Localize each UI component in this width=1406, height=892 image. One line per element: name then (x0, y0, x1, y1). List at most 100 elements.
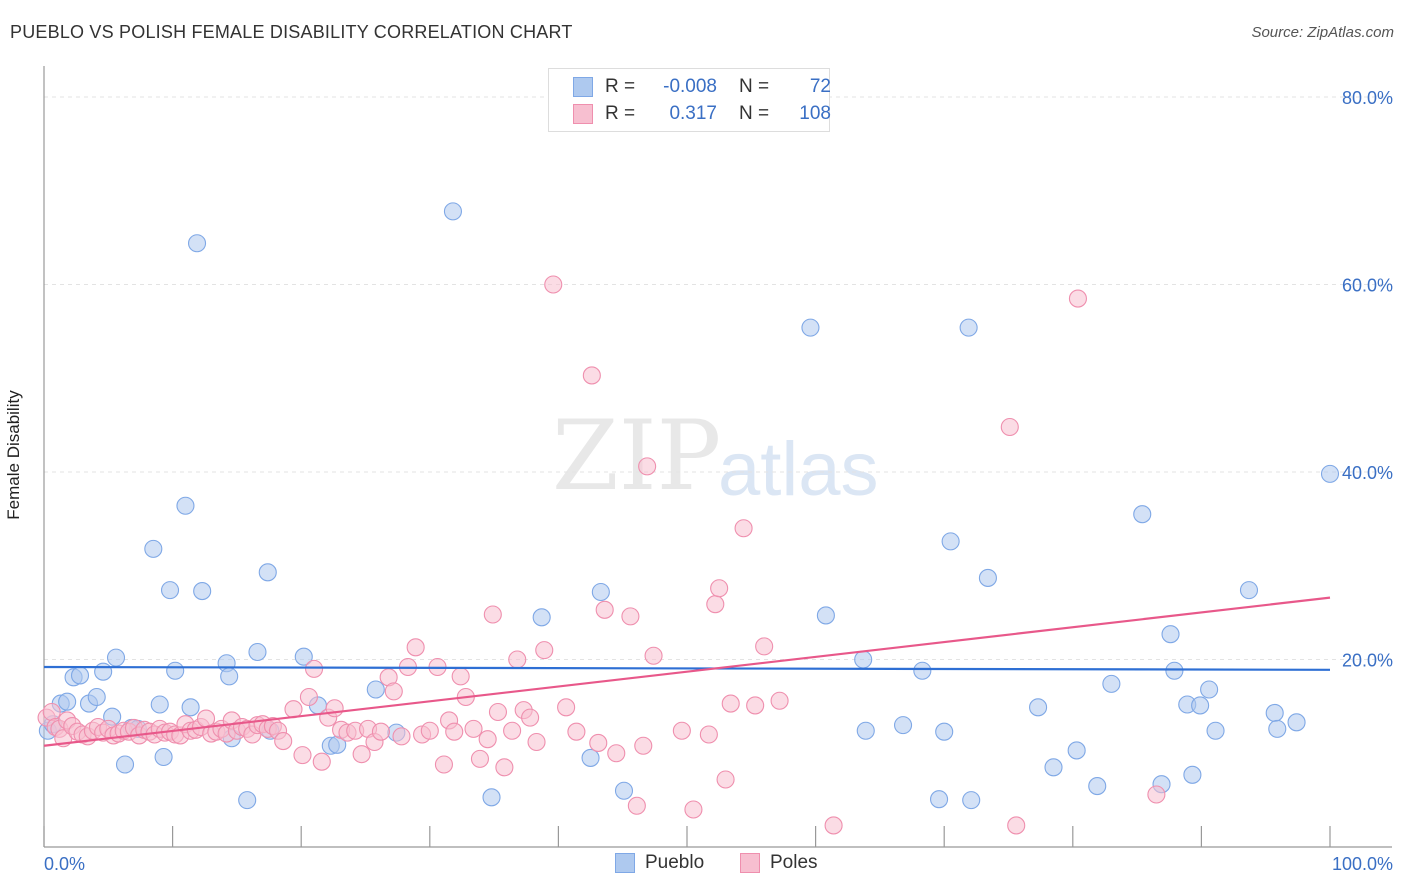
poles-point (644, 646, 663, 665)
y-tick-label: 20.0% (1342, 651, 1393, 671)
source-label: Source: ZipAtlas.com (1251, 24, 1394, 41)
pueblo-point (150, 695, 169, 714)
pueblo-point (193, 582, 212, 601)
poles-point (755, 637, 774, 656)
poles-point (567, 722, 586, 741)
pueblo-point (87, 687, 106, 707)
pueblo-point (294, 647, 313, 666)
pueblo-point (160, 581, 180, 600)
stats-row-poles: R = 0.317 N = 108 (573, 103, 831, 125)
poles-point (672, 721, 691, 740)
poles-point (325, 699, 344, 718)
pueblo-point (591, 582, 610, 602)
pueblo-point (1191, 696, 1210, 715)
poles-point (589, 733, 608, 752)
poles-point (734, 519, 753, 538)
pueblo-point (220, 667, 239, 686)
poles-point (1147, 785, 1166, 804)
poles-point (824, 816, 843, 835)
legend-label: Poles (770, 852, 818, 873)
poles-point (371, 722, 390, 741)
poles-point (770, 691, 789, 710)
pueblo-point (1161, 625, 1180, 644)
pueblo-point (187, 234, 207, 253)
poles-point (535, 641, 554, 660)
poles-point (451, 667, 470, 686)
pueblo-swatch (615, 853, 635, 873)
poles-point (445, 722, 464, 741)
pueblo-point (1088, 777, 1107, 796)
pueblo-point (1044, 758, 1063, 777)
r-label: R = (605, 76, 636, 97)
poles-point (495, 758, 514, 777)
stats-legend: R = -0.008 N = 72 R = 0.317 N = 108 (548, 68, 831, 132)
stats-row-pueblo: R = -0.008 N = 72 (573, 76, 831, 98)
y-axis-label: Female Disability (4, 390, 23, 520)
r-value: 0.317 (669, 103, 717, 124)
pueblo-point (1102, 674, 1121, 693)
pueblo-point (1200, 680, 1219, 699)
poles-point (464, 719, 483, 738)
poles-point (521, 708, 540, 727)
pueblo-point (366, 680, 385, 699)
legend-item-poles[interactable]: Poles (740, 852, 818, 874)
pueblo-point (1067, 741, 1086, 760)
n-value: 108 (799, 103, 831, 124)
poles-point (1068, 289, 1087, 308)
pueblo-point (854, 650, 873, 669)
pueblo-point (166, 661, 185, 680)
poles-point (544, 275, 563, 294)
x-tick-label: 0.0% (44, 854, 85, 874)
pueblo-point (258, 563, 277, 582)
pueblo-point (1183, 765, 1202, 784)
pueblo-point (1239, 581, 1259, 600)
poles-point (699, 725, 718, 744)
pueblo-point (816, 606, 835, 625)
tick-labels: 20.0% 40.0% 60.0% 80.0% 0.0% 100.0% (44, 88, 1393, 874)
poles-point (470, 749, 490, 768)
pueblo-point (70, 666, 90, 685)
pueblo-point (94, 662, 113, 681)
poles-point (483, 605, 502, 624)
pueblo-point (1320, 464, 1340, 483)
pueblo-trend-line (43, 665, 1331, 671)
pueblo-point (893, 716, 913, 735)
pueblo-point (962, 791, 981, 810)
r-label: R = (605, 103, 636, 124)
pueblo-point (1268, 719, 1287, 738)
pueblo-point (154, 747, 173, 767)
poles-point (503, 721, 522, 740)
pueblo-point (144, 539, 163, 558)
pueblo-point (238, 791, 257, 810)
poles-point (582, 366, 601, 385)
poles-point (274, 732, 293, 751)
series-legend: Pueblo Poles (0, 852, 1406, 876)
pueblo-point (856, 721, 875, 740)
poles-point (352, 745, 371, 764)
poles-point (721, 694, 740, 713)
legend-item-pueblo[interactable]: Pueblo (615, 852, 704, 874)
pueblo-point (801, 318, 820, 337)
y-tick-label: 60.0% (1342, 276, 1393, 296)
grid-lines (44, 96, 1392, 660)
poles-point (716, 770, 735, 789)
pueblo-point (1165, 661, 1184, 680)
pueblo-point (581, 748, 600, 767)
n-label: N = (739, 76, 770, 97)
poles-point (684, 800, 703, 819)
poles-point (1000, 417, 1019, 437)
pueblo-swatch (573, 77, 593, 97)
poles-point (284, 700, 303, 719)
pueblo-point (935, 722, 954, 741)
chart-title: PUEBLO VS POLISH FEMALE DISABILITY CORRE… (10, 22, 573, 42)
pueblo-point (1133, 505, 1152, 524)
poles-point (305, 659, 324, 678)
pueblo-point (614, 781, 634, 800)
pueblo-point (58, 692, 77, 711)
x-tick-label: 100.0% (1332, 854, 1393, 874)
poles-point (384, 682, 403, 701)
poles-point (706, 595, 725, 614)
legend-label: Pueblo (645, 852, 705, 873)
poles-point (406, 638, 425, 657)
